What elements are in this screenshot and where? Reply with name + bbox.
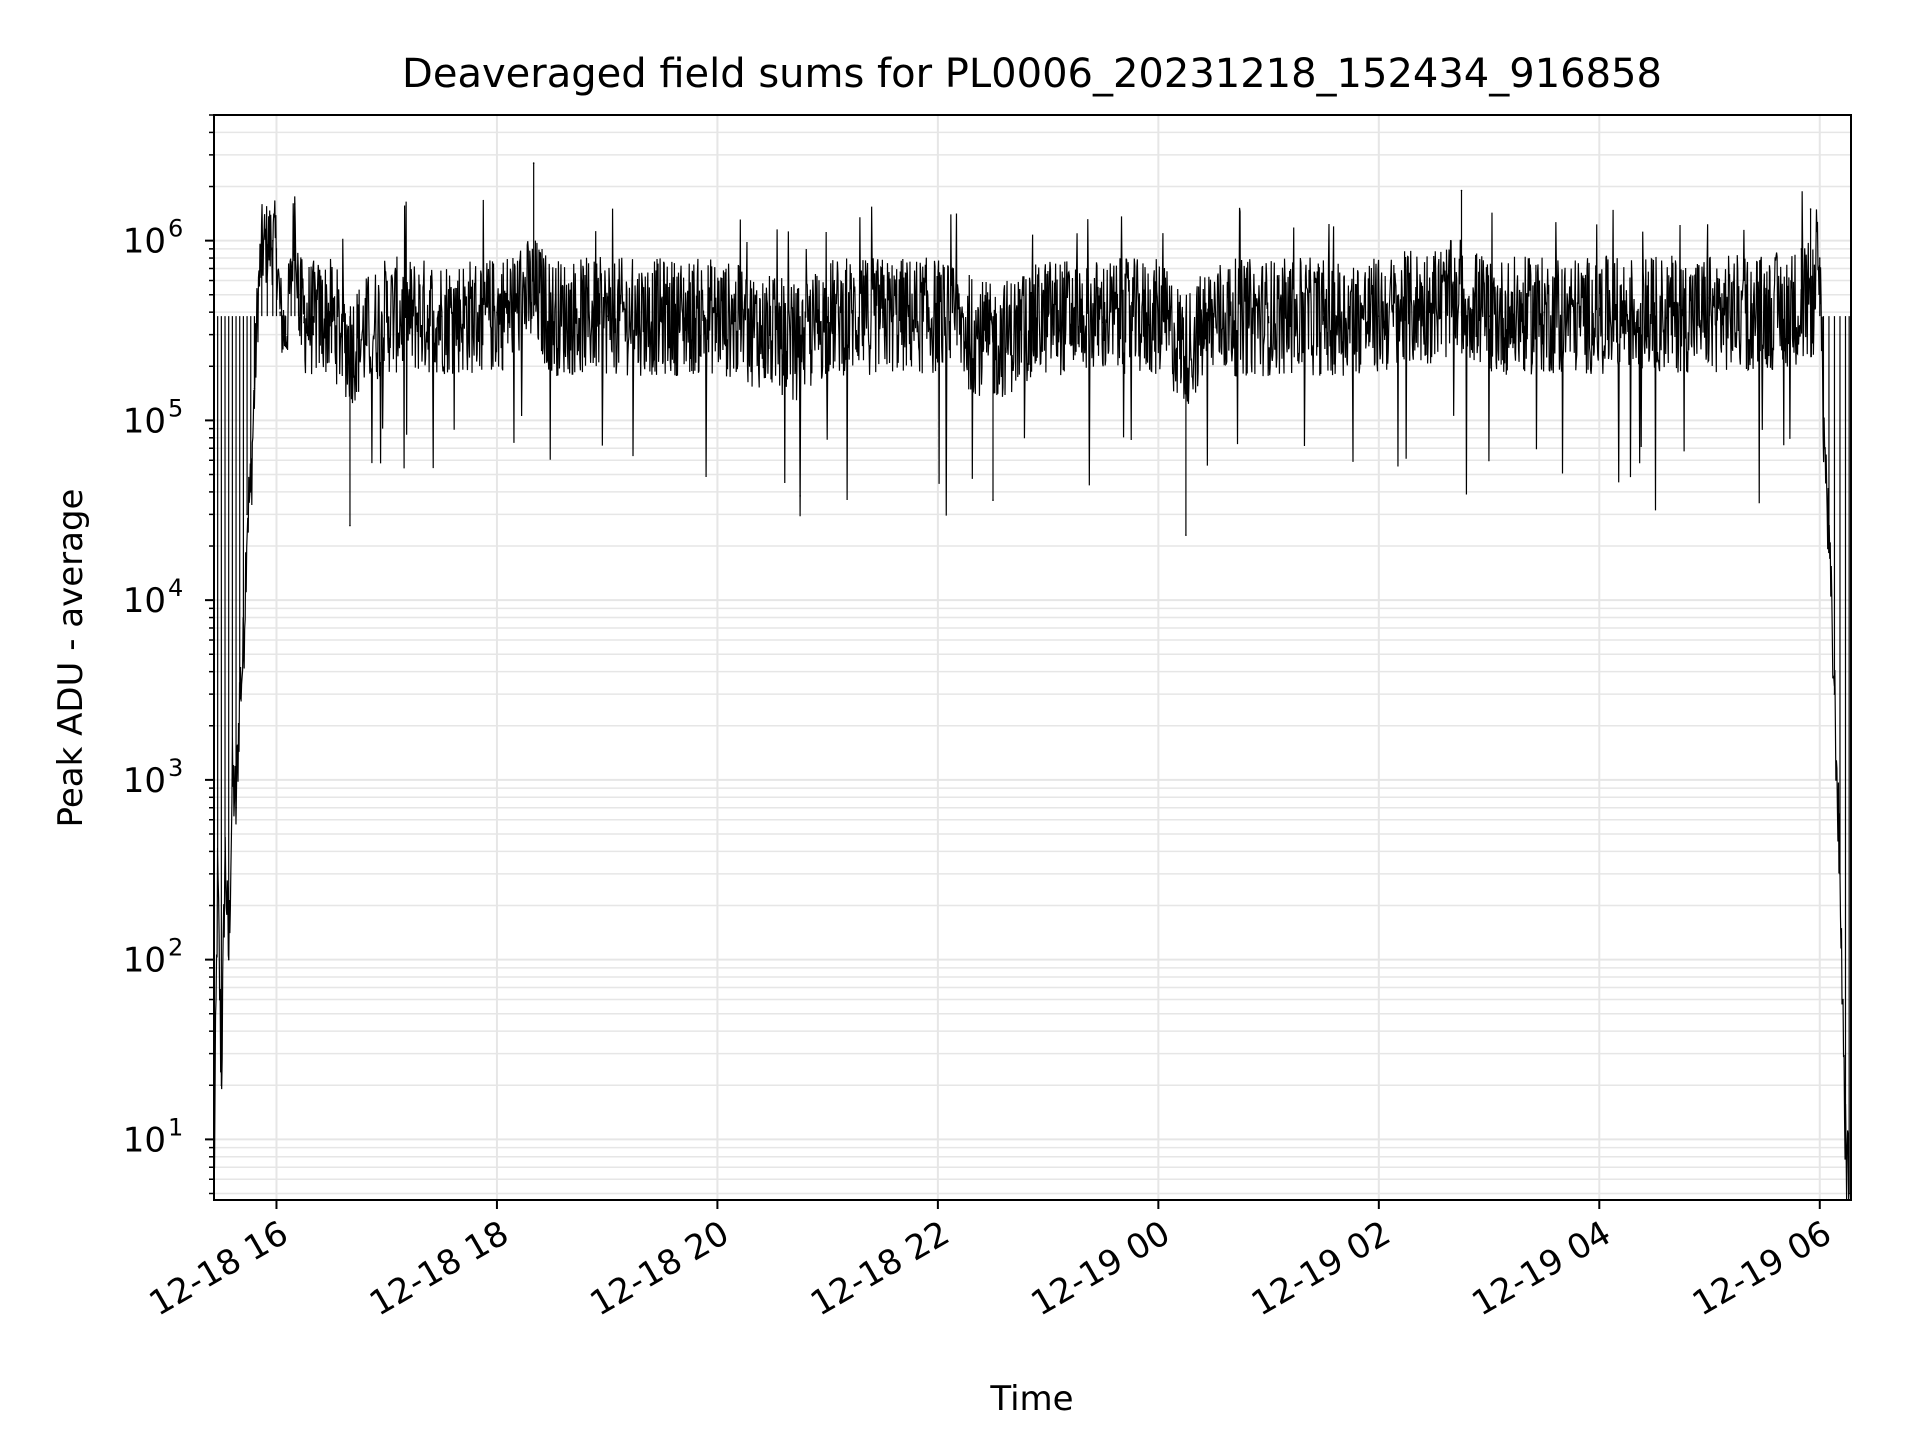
data-point (1833, 693, 1836, 695)
data-point (1800, 248, 1803, 250)
data-point (716, 315, 719, 317)
chart-title: Deaveraged field sums for PL0006_2023121… (402, 51, 1662, 97)
x-tick-label: 12-18 20 (584, 1213, 736, 1324)
data-point (1809, 208, 1812, 210)
data-point (1102, 321, 1105, 324)
x-tick-label: 12-18 18 (363, 1213, 515, 1324)
data-point (1322, 319, 1325, 322)
data-point (606, 315, 608, 317)
data-point (249, 491, 252, 493)
data-point (246, 513, 248, 516)
y-tick-label: 10 (123, 222, 166, 262)
x-tick-label: 12-19 06 (1686, 1213, 1838, 1324)
data-point (1818, 257, 1821, 259)
y-tick-label: 10 (123, 941, 166, 981)
data-point (260, 248, 263, 250)
data-point (1543, 311, 1545, 313)
y-tick-exponent: 3 (168, 754, 183, 782)
data-point (1460, 189, 1463, 192)
data-point (1828, 545, 1830, 547)
data-point (330, 321, 333, 324)
y-tick-exponent: 5 (168, 394, 183, 422)
data-point (1653, 302, 1656, 304)
data-point (532, 162, 535, 164)
data-point (216, 873, 219, 875)
data-point (937, 315, 939, 317)
data-point (1267, 321, 1270, 324)
y-tick-label: 10 (123, 581, 166, 621)
y-tick-exponent: 4 (168, 574, 183, 602)
data-point (227, 958, 230, 961)
data-point (1488, 315, 1490, 317)
data-point (297, 293, 300, 296)
data-point (1822, 419, 1825, 422)
data-point (551, 321, 553, 324)
x-axis-ticks: 12-18 16 12-18 18 12-18 20 12-18 22 12-19 00… (143, 1200, 1838, 1324)
data-point (242, 653, 245, 656)
data-point (253, 387, 256, 390)
data-point (303, 321, 305, 324)
y-tick-exponent: 1 (168, 1113, 183, 1141)
x-tick-label: 12-18 16 (143, 1213, 295, 1324)
data-point (231, 779, 234, 781)
data-point (257, 293, 259, 296)
y-tick-exponent: 2 (168, 934, 183, 962)
y-tick-label: 10 (123, 401, 166, 441)
y-tick-label: 10 (123, 761, 166, 801)
data-point (349, 524, 351, 527)
data-point (284, 333, 287, 336)
data-point (1763, 293, 1766, 296)
data-point (826, 321, 829, 324)
data-point (1848, 1192, 1850, 1195)
data-point (1844, 1138, 1847, 1141)
x-tick-label: 12-19 00 (1024, 1213, 1176, 1324)
series-line (213, 163, 1850, 1201)
x-axis-label: Time (989, 1379, 1073, 1419)
data-point (385, 311, 388, 313)
x-tick-label: 12-18 22 (804, 1213, 956, 1324)
data-point (1047, 315, 1049, 317)
data-point (1378, 315, 1380, 317)
data-point (235, 806, 237, 809)
data-point (661, 321, 664, 324)
data-point (266, 243, 269, 246)
series-layer (213, 162, 1850, 1201)
data-point (279, 311, 281, 313)
data-point (441, 315, 443, 317)
y-axis-label: Peak ADU - average (51, 489, 91, 828)
data-point (1212, 326, 1215, 328)
plot-frame (213, 114, 1852, 1201)
data-point (992, 499, 994, 501)
data-point (312, 333, 315, 336)
data-point (238, 693, 241, 695)
data-point (496, 311, 498, 313)
data-point (275, 248, 278, 250)
data-point (290, 279, 292, 282)
data-point (799, 495, 801, 497)
data-point (1598, 307, 1601, 310)
data-point (1708, 297, 1711, 299)
y-tick-exponent: 6 (168, 215, 183, 243)
x-tick-label: 12-19 04 (1465, 1213, 1617, 1324)
y-tick-label: 10 (123, 1120, 166, 1160)
data-point (1185, 534, 1187, 536)
data-point (1157, 326, 1160, 328)
data-point (220, 1084, 223, 1087)
data-point (224, 850, 226, 853)
data-point (294, 203, 296, 205)
data-point (1839, 873, 1841, 875)
data-point (881, 311, 884, 313)
data-point (271, 239, 274, 242)
x-tick-label: 12-19 02 (1245, 1213, 1397, 1324)
